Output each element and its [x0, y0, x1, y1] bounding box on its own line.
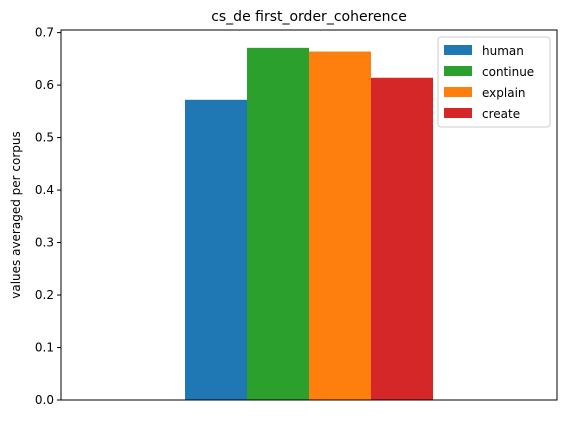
- y-tick-label: 0.7: [35, 26, 54, 40]
- y-tick-label: 0.5: [35, 131, 54, 145]
- y-tick-label: 0.2: [35, 288, 54, 302]
- legend-box: [437, 36, 551, 128]
- chart-title: cs_de first_order_coherence: [211, 9, 407, 25]
- legend: human continue explain create: [437, 36, 551, 128]
- legend-label-create: create: [482, 107, 520, 121]
- legend-label-human: human: [482, 44, 524, 58]
- y-tick-label: 0.1: [35, 341, 54, 355]
- y-axis: 0.0 0.1 0.2 0.3 0.4 0.5 0.6 0.7: [35, 26, 61, 407]
- legend-swatch-human: [444, 45, 472, 55]
- plot-frame: [60, 29, 558, 401]
- legend-swatch-create: [444, 108, 472, 118]
- y-tick-label: 0.4: [35, 183, 54, 197]
- y-tick-label: 0.0: [35, 393, 54, 407]
- legend-swatch-continue: [444, 66, 472, 76]
- y-axis-label: values averaged per corpus: [9, 131, 23, 299]
- bar-human: [185, 99, 247, 400]
- legend-label-explain: explain: [482, 86, 526, 100]
- y-tick-label: 0.3: [35, 236, 54, 250]
- y-tick-label: 0.6: [35, 78, 54, 92]
- bar-explain: [309, 51, 371, 400]
- bar-create: [371, 77, 433, 401]
- legend-swatch-explain: [444, 87, 472, 97]
- bar-continue: [247, 47, 309, 401]
- legend-label-continue: continue: [482, 65, 534, 79]
- bars-group: [185, 47, 433, 401]
